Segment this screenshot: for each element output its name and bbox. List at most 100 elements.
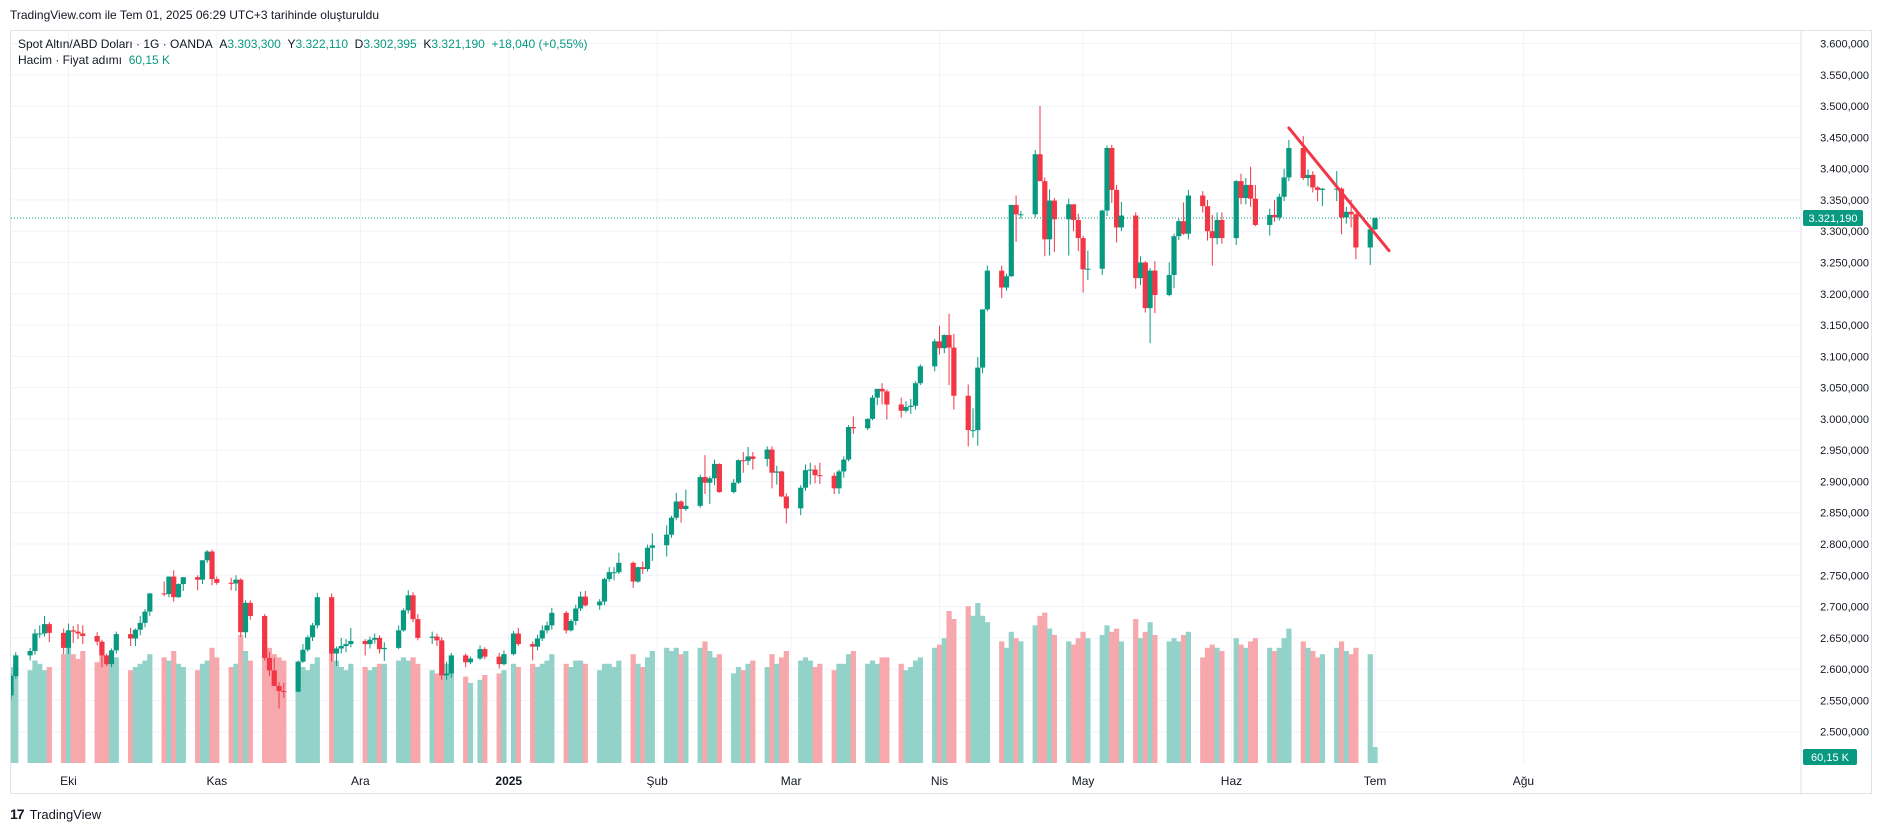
volume-bar	[300, 667, 306, 763]
candle-body	[333, 648, 340, 654]
candle-body	[195, 577, 201, 580]
volume-bar	[381, 663, 387, 763]
volume-bar	[13, 663, 19, 763]
volume-bar	[41, 670, 48, 763]
candle-body	[233, 579, 239, 584]
volume-bar	[1348, 654, 1354, 763]
volume-bar	[606, 663, 612, 763]
footer-brand[interactable]: 17 TradingView	[10, 806, 101, 822]
candle-body	[1300, 147, 1306, 179]
open-value: 3.303,300	[227, 37, 281, 51]
candle-body	[1200, 195, 1206, 207]
last-volume-badge	[1803, 749, 1857, 765]
chart-area[interactable]: 3.600,000 3.550,000 3.500,000 3.450,000 3.40…	[10, 30, 1873, 795]
candle-body	[783, 496, 789, 509]
candle-body	[295, 661, 301, 692]
volume-bar	[1271, 651, 1278, 763]
candle-body	[707, 478, 713, 483]
candle-body	[668, 517, 675, 535]
volume-bar	[649, 651, 655, 763]
volume-bar	[769, 654, 775, 763]
volume-bar	[333, 660, 340, 763]
volume-bar	[817, 663, 823, 763]
candle-body	[635, 567, 641, 582]
volume-bar	[1200, 657, 1206, 763]
candle-body	[175, 584, 182, 598]
y-tick-label: 3.450,000	[1820, 132, 1869, 144]
volume-bar	[831, 670, 837, 763]
volume-bar	[238, 635, 244, 763]
candle-body	[1204, 206, 1211, 232]
volume-bar	[482, 675, 488, 763]
candle-body	[778, 471, 785, 497]
volume-bar	[1018, 641, 1024, 763]
candle-body	[807, 469, 813, 471]
volume-label[interactable]: Hacim · Fiyat adımı	[18, 53, 123, 67]
volume-bar	[970, 615, 976, 763]
candle-body	[979, 309, 986, 368]
volume-bar	[1037, 615, 1043, 763]
volume-bar	[1252, 638, 1258, 763]
x-tick-label: Şub	[646, 774, 668, 788]
volume-bar	[209, 647, 215, 763]
candle-body	[180, 577, 186, 585]
volume-bar	[1343, 651, 1349, 763]
x-tick-label: Nis	[931, 774, 948, 788]
open-label: A	[219, 37, 228, 51]
candle-body	[1046, 200, 1053, 240]
candle-body	[539, 630, 545, 639]
volume-bar	[807, 660, 813, 763]
volume-bar	[142, 660, 148, 763]
legend-ohlc-row: Spot Altın/ABD Doları · 1G · OANDA A3.30…	[18, 36, 588, 52]
candle-body	[841, 459, 847, 472]
candle-body	[1051, 200, 1057, 220]
candle-body	[70, 630, 76, 632]
candle-body	[510, 633, 517, 655]
y-tick-label: 3.600,000	[1820, 39, 1869, 51]
volume-bar	[1185, 631, 1191, 763]
candle-body	[745, 456, 751, 461]
symbol-label[interactable]: Spot Altın/ABD Doları · 1G · OANDA	[18, 37, 213, 51]
candle-body	[214, 579, 220, 583]
volume-bar	[362, 667, 368, 763]
candle-body	[903, 407, 909, 411]
candle-body	[343, 644, 349, 647]
candle-body	[161, 593, 167, 595]
volume-bar	[367, 670, 373, 763]
candle-body	[410, 595, 416, 620]
candle-body	[568, 620, 574, 631]
candle-body	[1118, 215, 1124, 228]
candle-body	[908, 405, 914, 408]
candle-body	[735, 460, 742, 483]
volume-bar	[132, 667, 139, 763]
volume-bar	[1372, 747, 1378, 763]
candle-body	[1070, 204, 1077, 220]
candle-body	[1085, 268, 1091, 270]
candle-body	[1104, 147, 1110, 211]
volume-bar	[443, 663, 450, 763]
volume-bar	[1075, 638, 1081, 763]
volume-bar	[630, 654, 636, 763]
candle-body	[75, 631, 81, 634]
candle-body	[1214, 219, 1220, 239]
volume-bar	[1176, 641, 1182, 763]
candle-body	[683, 505, 689, 509]
candle-body	[673, 501, 679, 518]
volume-bar	[740, 670, 746, 763]
candle-body	[171, 576, 177, 598]
candle-body	[874, 388, 880, 398]
candlestick-chart[interactable]: 3.600,000 3.550,000 3.500,000 3.450,000 3.40…	[11, 31, 1873, 795]
candle-body	[11, 676, 14, 696]
volume-bar	[128, 670, 134, 763]
volume-bar	[410, 657, 416, 763]
volume-bar	[281, 660, 287, 763]
candle-body	[1233, 181, 1239, 239]
volume-bar	[884, 657, 890, 763]
volume-bar	[1142, 631, 1148, 763]
volume-bar	[104, 663, 110, 763]
volume-bar	[199, 663, 206, 763]
candle-body	[1142, 262, 1148, 309]
volume-bar	[711, 657, 718, 763]
candle-body	[970, 430, 976, 432]
candle-body	[94, 635, 100, 642]
